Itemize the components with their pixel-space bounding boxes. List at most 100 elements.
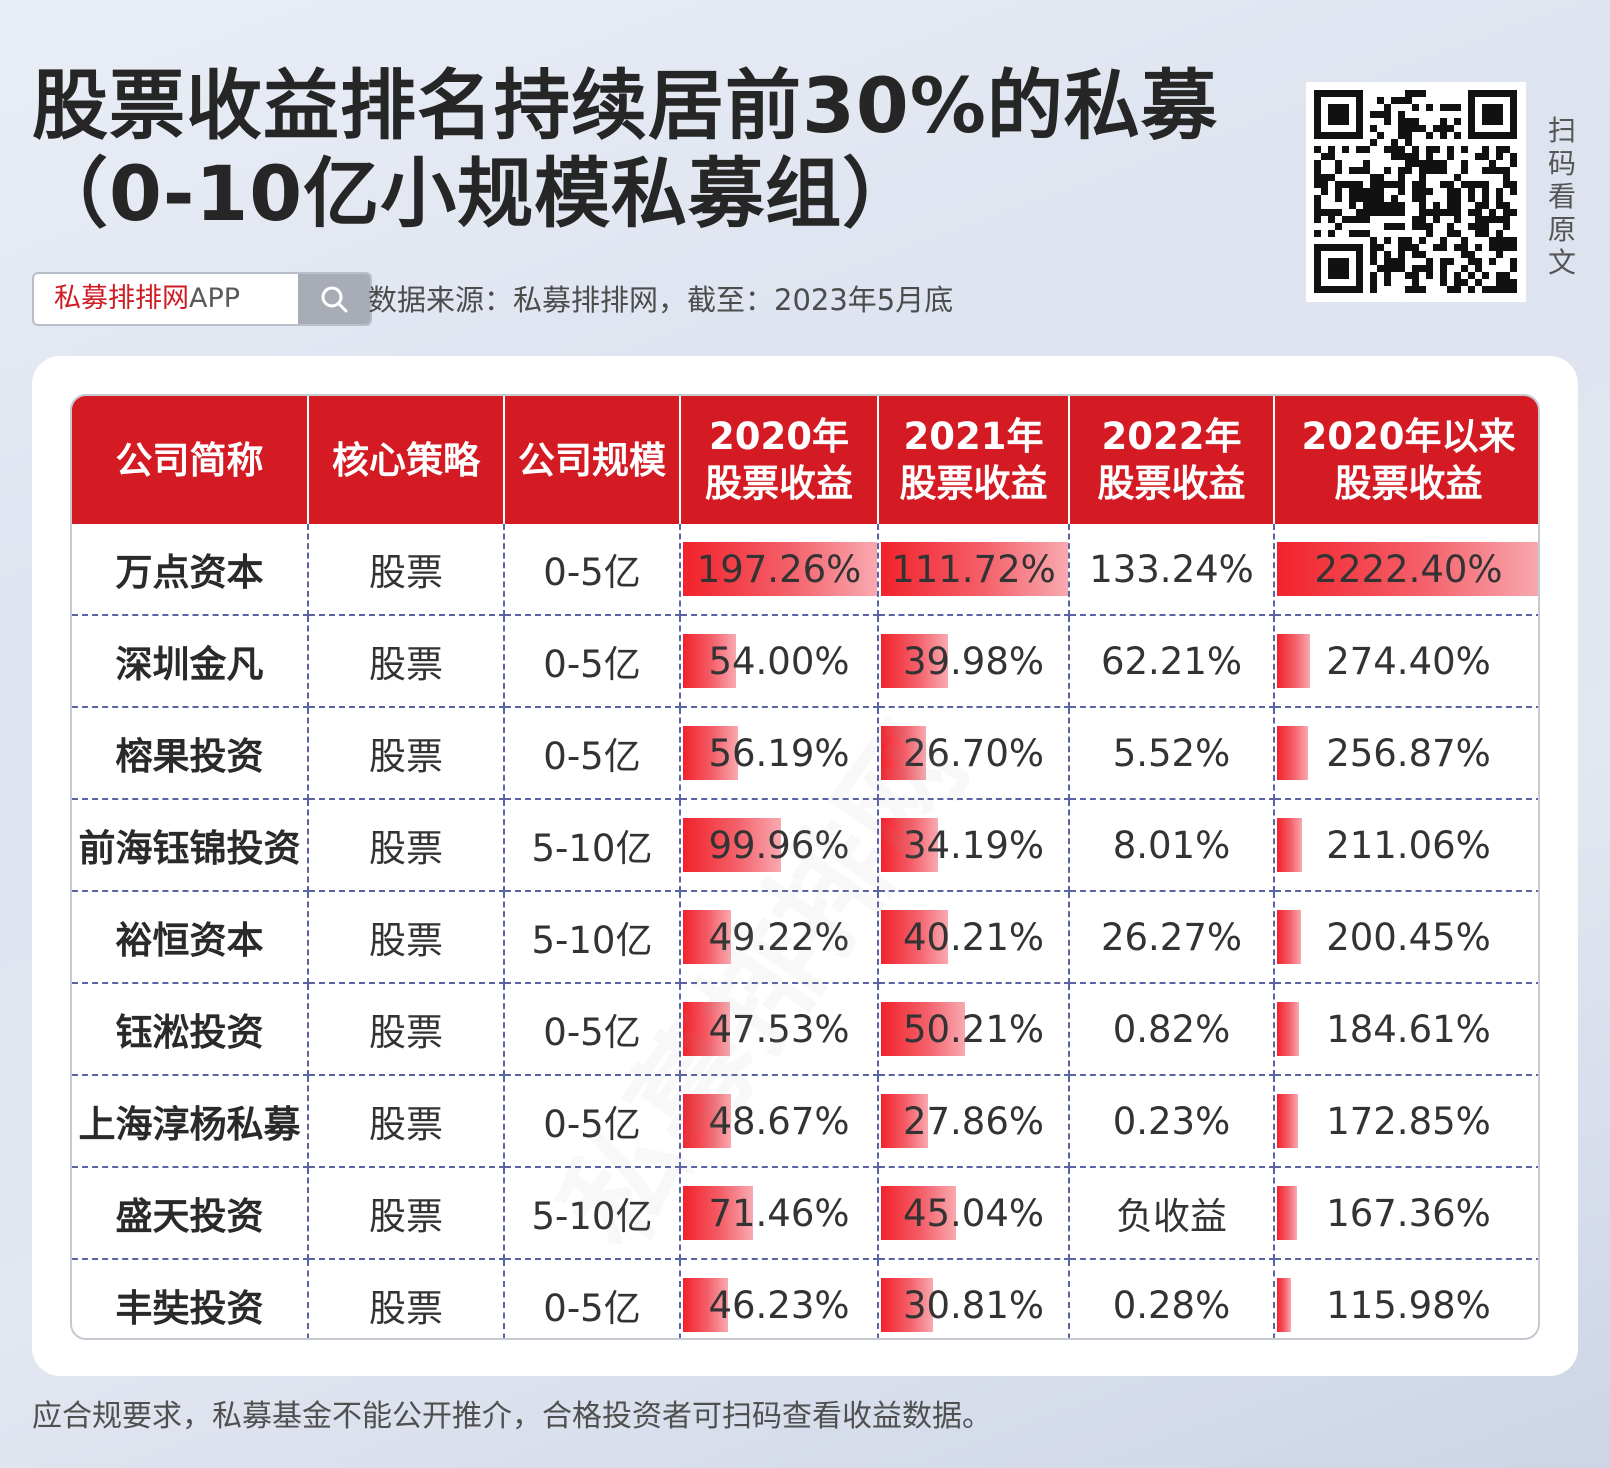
- return-bar: [1277, 910, 1301, 964]
- cell-value: 钰淞投资: [115, 1011, 264, 1054]
- table-row: 榕果投资 股票 0-5亿 56.19% 26.70% 5.52% 256.87%: [72, 707, 1538, 800]
- return-bar: [1277, 634, 1310, 688]
- return-2020-cell: 71.46%: [680, 1167, 879, 1260]
- cell-value: 股票: [369, 551, 443, 594]
- cell-value: 0-5亿: [543, 551, 641, 594]
- cell-value: 5-10亿: [531, 919, 653, 962]
- scale-cell: 0-5亿: [504, 983, 681, 1076]
- return-since-2020-cell: 167.36%: [1274, 1167, 1538, 1260]
- return-2022-cell: 133.24%: [1069, 524, 1275, 616]
- return-2020-cell: 197.26%: [680, 524, 879, 616]
- qr-code[interactable]: [1306, 82, 1526, 302]
- return-2020-cell: 54.00%: [680, 615, 879, 708]
- table-row: 前海钰锦投资 股票 5-10亿 99.96% 34.19% 8.01% 211.06%: [72, 799, 1538, 892]
- column-header-line: 公司简称: [115, 438, 264, 482]
- table-row: 万点资本 股票 0-5亿 197.26% 111.72% 133.24% 2222.40%: [72, 524, 1538, 616]
- return-2021-cell: 45.04%: [878, 1167, 1070, 1260]
- scale-cell: 0-5亿: [504, 707, 681, 800]
- return-bar: [1277, 726, 1308, 780]
- cell-value: 197.26%: [696, 547, 862, 591]
- column-header: 2020年 股票收益: [680, 396, 879, 524]
- data-source-text: 数据来源：私募排排网，截至：2023年5月底: [368, 283, 954, 317]
- qr-label-char: 看: [1547, 180, 1576, 213]
- search-box[interactable]: 私募排排网APP: [32, 272, 372, 326]
- cell-value: 184.61%: [1326, 1007, 1491, 1051]
- qr-label-char: 文: [1547, 246, 1576, 279]
- return-since-2020-cell: 211.06%: [1274, 799, 1538, 892]
- cell-value: 榕果投资: [115, 735, 264, 778]
- return-bar: [683, 818, 782, 872]
- cell-value: 股票: [369, 919, 443, 962]
- return-bar: [881, 1278, 933, 1332]
- return-2021-cell: 40.21%: [878, 891, 1070, 984]
- return-since-2020-cell: 2222.40%: [1274, 524, 1538, 616]
- return-2020-cell: 49.22%: [680, 891, 879, 984]
- cell-value: 56.19%: [708, 731, 850, 775]
- cell-value: 0.82%: [1112, 1007, 1231, 1051]
- cell-value: 71.46%: [708, 1191, 850, 1235]
- page-title: 股票收益排名持续居前30%的私募 （0-10亿小规模私募组）: [32, 62, 1218, 238]
- cell-value: 股票: [369, 643, 443, 686]
- search-button[interactable]: [298, 274, 370, 324]
- return-bar: [683, 542, 877, 596]
- return-since-2020-cell: 172.85%: [1274, 1075, 1538, 1168]
- cell-value: 39.98%: [902, 639, 1045, 683]
- column-header-line: 股票收益: [705, 462, 853, 505]
- return-2020-cell: 56.19%: [680, 707, 879, 800]
- cell-value: 48.67%: [708, 1099, 850, 1143]
- return-bar: [683, 1278, 729, 1332]
- return-2020-cell: 99.96%: [680, 799, 879, 892]
- strategy-cell: 股票: [308, 891, 505, 984]
- cell-value: 前海钰锦投资: [78, 827, 301, 870]
- cell-value: 股票: [369, 827, 443, 870]
- scale-cell: 5-10亿: [504, 1167, 681, 1260]
- search-input[interactable]: 私募排排网APP: [54, 274, 240, 324]
- column-header: 2022年 股票收益: [1069, 396, 1275, 524]
- cell-value: 211.06%: [1326, 823, 1491, 867]
- return-2022-cell: 0.82%: [1069, 983, 1275, 1076]
- return-bar: [683, 1186, 754, 1240]
- column-header-line: 2020年: [709, 415, 849, 458]
- table-row: 钰淞投资 股票 0-5亿 47.53% 50.21% 0.82% 184.61%: [72, 983, 1538, 1076]
- cell-value: 34.19%: [902, 823, 1045, 867]
- return-bar: [683, 1002, 730, 1056]
- company-cell: 裕恒资本: [72, 891, 309, 984]
- cell-value: 30.81%: [902, 1283, 1045, 1327]
- return-2022-cell: 5.52%: [1069, 707, 1275, 800]
- return-2022-cell: 0.28%: [1069, 1259, 1275, 1338]
- column-header-line: 2022年: [1101, 415, 1242, 458]
- column-header: 2020年以来 股票收益: [1274, 396, 1538, 524]
- column-header-line: 公司规模: [518, 438, 666, 482]
- return-bar: [1277, 1278, 1291, 1332]
- cell-value: 172.85%: [1326, 1099, 1491, 1143]
- cell-value: 49.22%: [708, 915, 850, 959]
- return-bar: [1277, 818, 1303, 872]
- cell-value: 45.04%: [902, 1191, 1045, 1235]
- column-header-line: 股票收益: [1097, 462, 1246, 505]
- cell-value: 40.21%: [902, 915, 1045, 959]
- cell-value: 万点资本: [115, 551, 264, 594]
- return-bar: [1277, 542, 1538, 596]
- search-icon: [321, 286, 348, 313]
- column-header: 核心策略: [308, 396, 505, 524]
- cell-value: 133.24%: [1089, 547, 1254, 591]
- cell-value: 0-5亿: [543, 1011, 641, 1054]
- table-row: 深圳金凡 股票 0-5亿 54.00% 39.98% 62.21% 274.40%: [72, 615, 1538, 708]
- strategy-cell: 股票: [308, 1075, 505, 1168]
- scale-cell: 5-10亿: [504, 891, 681, 984]
- return-2021-cell: 34.19%: [878, 799, 1070, 892]
- company-cell: 万点资本: [72, 524, 309, 616]
- cell-value: 5.52%: [1112, 731, 1231, 775]
- scale-cell: 0-5亿: [504, 1075, 681, 1168]
- qr-code-image: [1314, 90, 1517, 293]
- footer-note: 应合规要求，私募基金不能公开推介，合格投资者可扫码查看收益数据。: [32, 1399, 992, 1434]
- cell-value: 99.96%: [708, 823, 850, 867]
- return-bar: [683, 910, 732, 964]
- cell-value: 0-5亿: [543, 735, 641, 778]
- cell-value: 上海淳杨私募: [78, 1103, 301, 1146]
- return-bar: [683, 634, 737, 688]
- cell-value: 0-5亿: [543, 643, 641, 686]
- cell-value: 深圳金凡: [115, 643, 264, 686]
- cell-value: 62.21%: [1100, 639, 1243, 683]
- return-bar: [1277, 1002, 1299, 1056]
